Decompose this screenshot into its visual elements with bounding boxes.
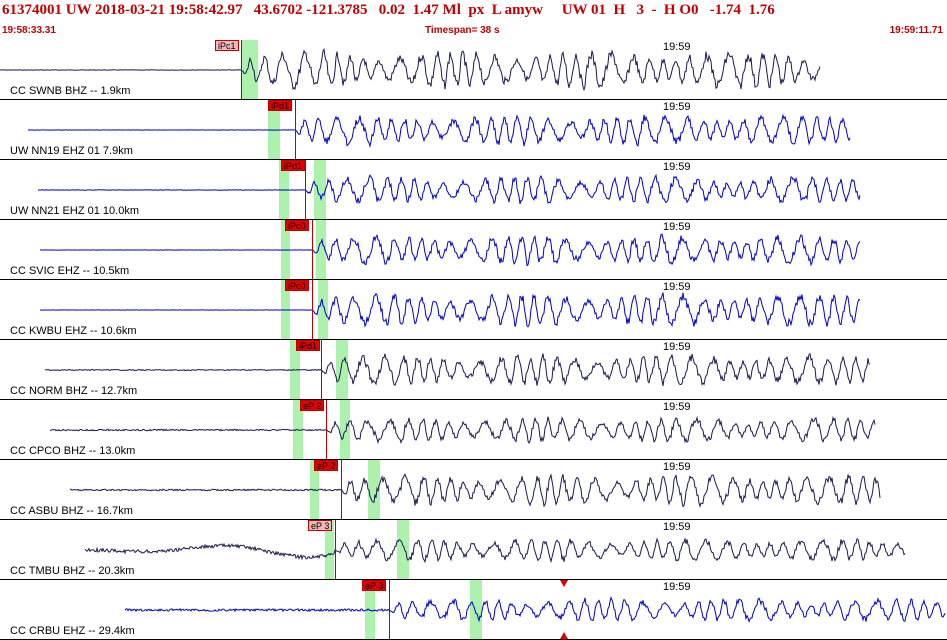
- pick-line[interactable]: [312, 280, 313, 339]
- start-time: 19:58:33.31: [2, 25, 56, 36]
- trace-panel[interactable]: iPc1 19:59 CC SWNB BHZ -- 1.9km: [0, 40, 947, 100]
- waveform-line: [124, 596, 946, 624]
- marker-triangle-top: [560, 580, 568, 587]
- pick-flag[interactable]: iPc0: [285, 280, 309, 291]
- waveform-line: [70, 473, 881, 508]
- channel-label: CC ASBU BHZ -- 16.7km: [10, 505, 133, 517]
- time-mark-label: 19:59: [663, 281, 691, 293]
- marker-triangle-bottom: [560, 632, 568, 639]
- seismogram-trace: [40, 233, 861, 267]
- trace-panel[interactable]: iPc0 19:59 CC KWBU EHZ -- 10.6km: [0, 280, 947, 340]
- time-mark-label: 19:59: [663, 341, 691, 353]
- waveform-line: [37, 173, 861, 205]
- time-mark-label: 19:59: [663, 521, 691, 533]
- seismogram-trace: [124, 596, 946, 624]
- pick-window: [242, 40, 258, 99]
- trace-panel[interactable]: eP 2 19:59 CC ASBU BHZ -- 16.7km: [0, 460, 947, 520]
- channel-label: CC SVIC EHZ -- 10.5km: [10, 265, 130, 277]
- pick-flag[interactable]: iPc1: [215, 40, 239, 51]
- pick-line[interactable]: [295, 100, 296, 159]
- channel-label: UW NN21 EHZ 01 10.0km: [10, 205, 139, 217]
- trace-panel[interactable]: iPd1 19:59 UW NN21 EHZ 01 10.0km: [0, 160, 947, 220]
- pick-window: [368, 460, 380, 519]
- pick-window: [397, 520, 409, 579]
- pick-line[interactable]: [326, 400, 327, 459]
- seismogram-panels: iPc1 19:59 CC SWNB BHZ -- 1.9km iPd1 19:59 UW…: [0, 40, 947, 640]
- pick-flag[interactable]: iPd1: [296, 340, 321, 351]
- seismogram-trace: [84, 537, 906, 564]
- pick-flag[interactable]: eP 3: [362, 580, 387, 591]
- waveform-line: [40, 292, 861, 328]
- time-mark-label: 19:59: [663, 461, 691, 473]
- pick-window: [314, 160, 326, 219]
- channel-label: CC SWNB BHZ -- 1.9km: [10, 85, 131, 97]
- trace-panel[interactable]: iPd1 19:59 CC NORM BHZ -- 12.7km: [0, 340, 947, 400]
- trace-panel[interactable]: eP 3 19:59 CC TMBU BHZ -- 20.3km: [0, 520, 947, 580]
- time-mark-label: 19:59: [663, 401, 691, 413]
- seismogram-trace: [49, 415, 876, 445]
- pick-flag[interactable]: eP 2: [314, 460, 339, 471]
- seismogram-trace: [44, 352, 871, 387]
- channel-label: UW NN19 EHZ 01 7.9km: [10, 145, 133, 157]
- pick-window: [318, 280, 328, 339]
- seismogram-trace: [40, 292, 861, 328]
- channel-label: CC CRBU EHZ -- 29.4km: [10, 625, 135, 637]
- header-bar: 61374001 UW 2018-03-21 19:58:42.97 43.67…: [0, 0, 947, 40]
- waveform-line: [40, 233, 861, 267]
- pick-line[interactable]: [321, 340, 322, 399]
- pick-window: [365, 580, 375, 639]
- seismogram-trace: [37, 173, 861, 205]
- pick-line[interactable]: [341, 460, 342, 519]
- end-time: 19:59:11.71: [889, 25, 943, 36]
- pick-line[interactable]: [312, 220, 313, 279]
- pick-window: [325, 520, 334, 579]
- pick-line[interactable]: [389, 580, 390, 639]
- event-info-line: 61374001 UW 2018-03-21 19:58:42.97 43.67…: [2, 2, 775, 18]
- channel-label: CC CPCO BHZ -- 13.0km: [10, 445, 136, 457]
- pick-flag[interactable]: iPd1: [268, 100, 293, 111]
- channel-label: CC KWBU EHZ -- 10.6km: [10, 325, 137, 337]
- timespan-label: Timespan= 38 s: [425, 25, 500, 36]
- pick-window: [268, 100, 280, 159]
- pick-flag[interactable]: iPc0: [285, 220, 309, 231]
- waveform-line: [84, 537, 906, 564]
- pick-window: [470, 580, 482, 639]
- waveform-line: [44, 352, 871, 387]
- pick-flag[interactable]: eP 2: [300, 400, 325, 411]
- waveform-line: [0, 48, 821, 92]
- pick-flag[interactable]: iPd1: [281, 160, 306, 171]
- pick-line[interactable]: [335, 520, 336, 579]
- pick-flag[interactable]: eP 3: [308, 520, 333, 531]
- time-mark-label: 19:59: [663, 101, 691, 113]
- seismogram-trace: [0, 48, 821, 92]
- pick-window: [336, 340, 348, 399]
- waveform-line: [27, 113, 851, 149]
- trace-panel[interactable]: eP 2 19:59 CC CPCO BHZ -- 13.0km: [0, 400, 947, 460]
- time-mark-label: 19:59: [663, 161, 691, 173]
- pick-window: [340, 400, 350, 459]
- pick-line[interactable]: [241, 40, 242, 99]
- trace-panel[interactable]: eP 3 19:59 CC CRBU EHZ -- 29.4km: [0, 580, 947, 640]
- time-mark-label: 19:59: [663, 41, 691, 53]
- channel-label: CC TMBU BHZ -- 20.3km: [10, 565, 135, 577]
- waveform-line: [49, 415, 876, 445]
- time-mark-label: 19:59: [663, 221, 691, 233]
- trace-panel[interactable]: iPc0 19:59 CC SVIC EHZ -- 10.5km: [0, 220, 947, 280]
- seismogram-trace: [27, 113, 851, 149]
- pick-line[interactable]: [305, 160, 306, 219]
- pick-window: [316, 220, 326, 279]
- time-mark-label: 19:59: [663, 581, 691, 593]
- channel-label: CC NORM BHZ -- 12.7km: [10, 385, 138, 397]
- trace-panel[interactable]: iPd1 19:59 UW NN19 EHZ 01 7.9km: [0, 100, 947, 160]
- seismogram-trace: [70, 473, 881, 508]
